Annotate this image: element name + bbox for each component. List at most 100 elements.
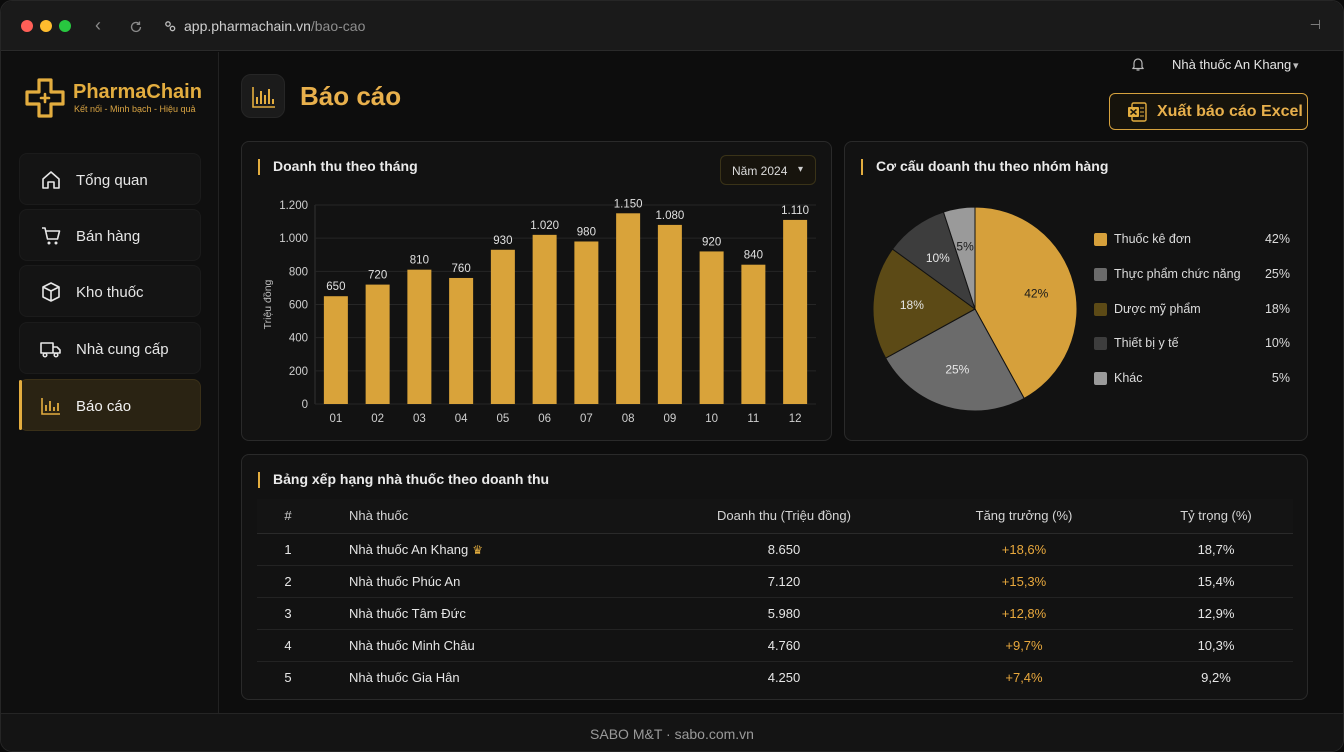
sidebar-item-tong-quan[interactable]: Tổng quan [19, 153, 201, 205]
legend-percent: 42% [1264, 232, 1290, 246]
legend-label: Thuốc kê đơn [1114, 232, 1191, 246]
table-row[interactable]: 1 Nhà thuốc An Khang ♛ 8.650 +18,6% 18,7% [257, 533, 1293, 566]
legend-swatch [1094, 303, 1107, 316]
revenue-structure-pie-chart: 42% 25% 18% 10% 5% [872, 206, 1078, 412]
revenue-structure-card: Cơ cấu doanh thu theo nhóm hàng 42% 25% 18… [844, 141, 1308, 441]
legend-percent: 5% [1271, 371, 1290, 385]
bell-icon[interactable] [1130, 56, 1146, 72]
legend-swatch [1094, 233, 1107, 246]
legend-label: Thực phẩm chức năng [1114, 267, 1241, 281]
growth-cell: +15,3% [909, 565, 1139, 598]
site-info-icon[interactable] [163, 19, 177, 33]
x-tick-label: 03 [413, 413, 426, 425]
legend-item: Thuốc kê đơn 42% [1094, 232, 1290, 248]
bar [365, 284, 390, 404]
column-header-share[interactable]: Tỷ trọng (%) [1139, 499, 1293, 534]
pie-slice [974, 206, 1078, 400]
sidebar: PharmaChain Kết nối - Minh bạch - Hiệu q… [1, 52, 219, 713]
sidebar-item-nha-cung-cap[interactable]: Nhà cung cấp [19, 322, 201, 374]
structure-card-title: Cơ cấu doanh thu theo nhóm hàng [861, 158, 1108, 175]
column-header-pharmacy[interactable]: Nhà thuốc [349, 499, 659, 534]
pie-slice-label: 10% [926, 251, 950, 265]
pharmacy-name-cell: Nhà thuốc Gia Hân [349, 669, 460, 685]
reload-icon[interactable] [129, 20, 143, 34]
pharmacy-name-cell: Nhà thuốc Minh Châu [349, 629, 659, 662]
growth-cell: +18,6% [909, 533, 1139, 566]
y-tick-label: 600 [289, 300, 308, 312]
growth-cell: +12,8% [909, 597, 1139, 630]
sidebar-toggle-icon[interactable]: ⊣ [1309, 17, 1321, 32]
legend-percent: 10% [1264, 336, 1290, 350]
revenue-cell: 5.980 [659, 597, 909, 630]
sidebar-item-label: Nhà cung cấp [76, 341, 169, 358]
legend-percent: 25% [1264, 267, 1290, 281]
bar-value-label: 760 [452, 263, 471, 275]
column-header-rank[interactable]: # [257, 499, 349, 534]
bar [407, 269, 432, 404]
y-tick-label: 800 [289, 266, 308, 278]
x-tick-label: 11 [747, 413, 759, 425]
url-host: app.pharmachain.vn [184, 18, 311, 34]
bar [616, 213, 641, 404]
year-select[interactable]: Năm 2024 ▾ [720, 155, 816, 185]
maximize-window-button[interactable] [59, 20, 71, 32]
close-window-button[interactable] [21, 20, 33, 32]
legend-label: Dược mỹ phẩm [1114, 302, 1201, 316]
rank-cell: 4 [257, 629, 349, 662]
export-excel-button[interactable]: Xuất báo cáo Excel [1109, 93, 1308, 130]
box-icon [42, 282, 60, 302]
minimize-window-button[interactable] [40, 20, 52, 32]
chevron-down-icon[interactable]: ▾ [1293, 60, 1299, 72]
year-select-value: Năm 2024 [732, 164, 788, 178]
bar-value-label: 980 [577, 226, 596, 238]
page-title: Báo cáo [300, 81, 402, 111]
bar-value-label: 1.020 [530, 220, 559, 232]
legend-label: Khác [1114, 371, 1143, 385]
pie-slice-label: 42% [1024, 286, 1048, 300]
sidebar-item-bao-cao[interactable]: Báo cáo [19, 379, 201, 431]
bar-value-label: 720 [368, 270, 387, 282]
table-row[interactable]: 4 Nhà thuốc Minh Châu 4.760 +9,7% 10,3% [257, 629, 1293, 662]
footer-text: SABO M&T · sabo.com.vn [590, 726, 754, 742]
pie-slice-label: 5% [956, 240, 974, 254]
x-tick-label: 04 [455, 413, 468, 425]
bar [699, 251, 724, 404]
bar-value-label: 650 [326, 281, 345, 293]
share-cell: 18,7% [1139, 533, 1293, 566]
legend-item: Thực phẩm chức năng 25% [1094, 267, 1290, 283]
address-bar[interactable]: app.pharmachain.vn/bao-cao [184, 18, 365, 34]
rank-cell: 3 [257, 597, 349, 630]
bar [532, 234, 557, 404]
back-icon[interactable]: ‹ [95, 15, 101, 35]
bar-value-label: 840 [744, 250, 763, 262]
page-icon [241, 74, 285, 118]
revenue-cell: 4.250 [767, 669, 801, 685]
revenue-chart-card: Doanh thu theo tháng Năm 2024 ▾ 0 200 400 6… [241, 141, 832, 441]
x-tick-label: 02 [371, 413, 384, 425]
column-header-revenue[interactable]: Doanh thu (Triệu đồng) [659, 499, 909, 534]
table-row[interactable]: 2 Nhà thuốc Phúc An 7.120 +15,3% 15,4% [257, 565, 1293, 598]
legend-swatch [1094, 337, 1107, 350]
sidebar-item-label: Kho thuốc [76, 284, 144, 301]
x-tick-label: 12 [789, 413, 802, 425]
rank-cell: 2 [257, 565, 349, 598]
table-row[interactable]: 5 Nhà thuốc Gia Hân 4.250 +7,4% 9,2% [257, 661, 1293, 693]
y-tick-label: 200 [289, 366, 308, 378]
pharmacy-name-cell: Nhà thuốc Phúc An [349, 565, 659, 598]
bar [657, 224, 682, 404]
sidebar-item-ban-hang[interactable]: Bán hàng [19, 209, 201, 261]
sidebar-item-label: Bán hàng [76, 228, 141, 245]
bar-value-label: 810 [410, 255, 429, 267]
user-menu[interactable]: Nhà thuốc An Khang [1172, 57, 1292, 72]
revenue-card-title: Doanh thu theo tháng [258, 158, 418, 175]
table-header-row: # Nhà thuốc Doanh thu (Triệu đồng) Tăng … [257, 499, 1293, 534]
footer: SABO M&T · sabo.com.vn [1, 713, 1343, 751]
share-cell: 9,2% [1201, 669, 1231, 685]
brand-tagline: Kết nối - Minh bạch - Hiệu quả [74, 104, 196, 114]
y-tick-label: 0 [302, 399, 308, 411]
column-header-growth[interactable]: Tăng trưởng (%) [909, 499, 1139, 534]
table-row[interactable]: 3 Nhà thuốc Tâm Đức 5.980 +12,8% 12,9% [257, 597, 1293, 630]
share-cell: 12,9% [1139, 597, 1293, 630]
sidebar-item-kho-thuoc[interactable]: Kho thuốc [19, 265, 201, 317]
